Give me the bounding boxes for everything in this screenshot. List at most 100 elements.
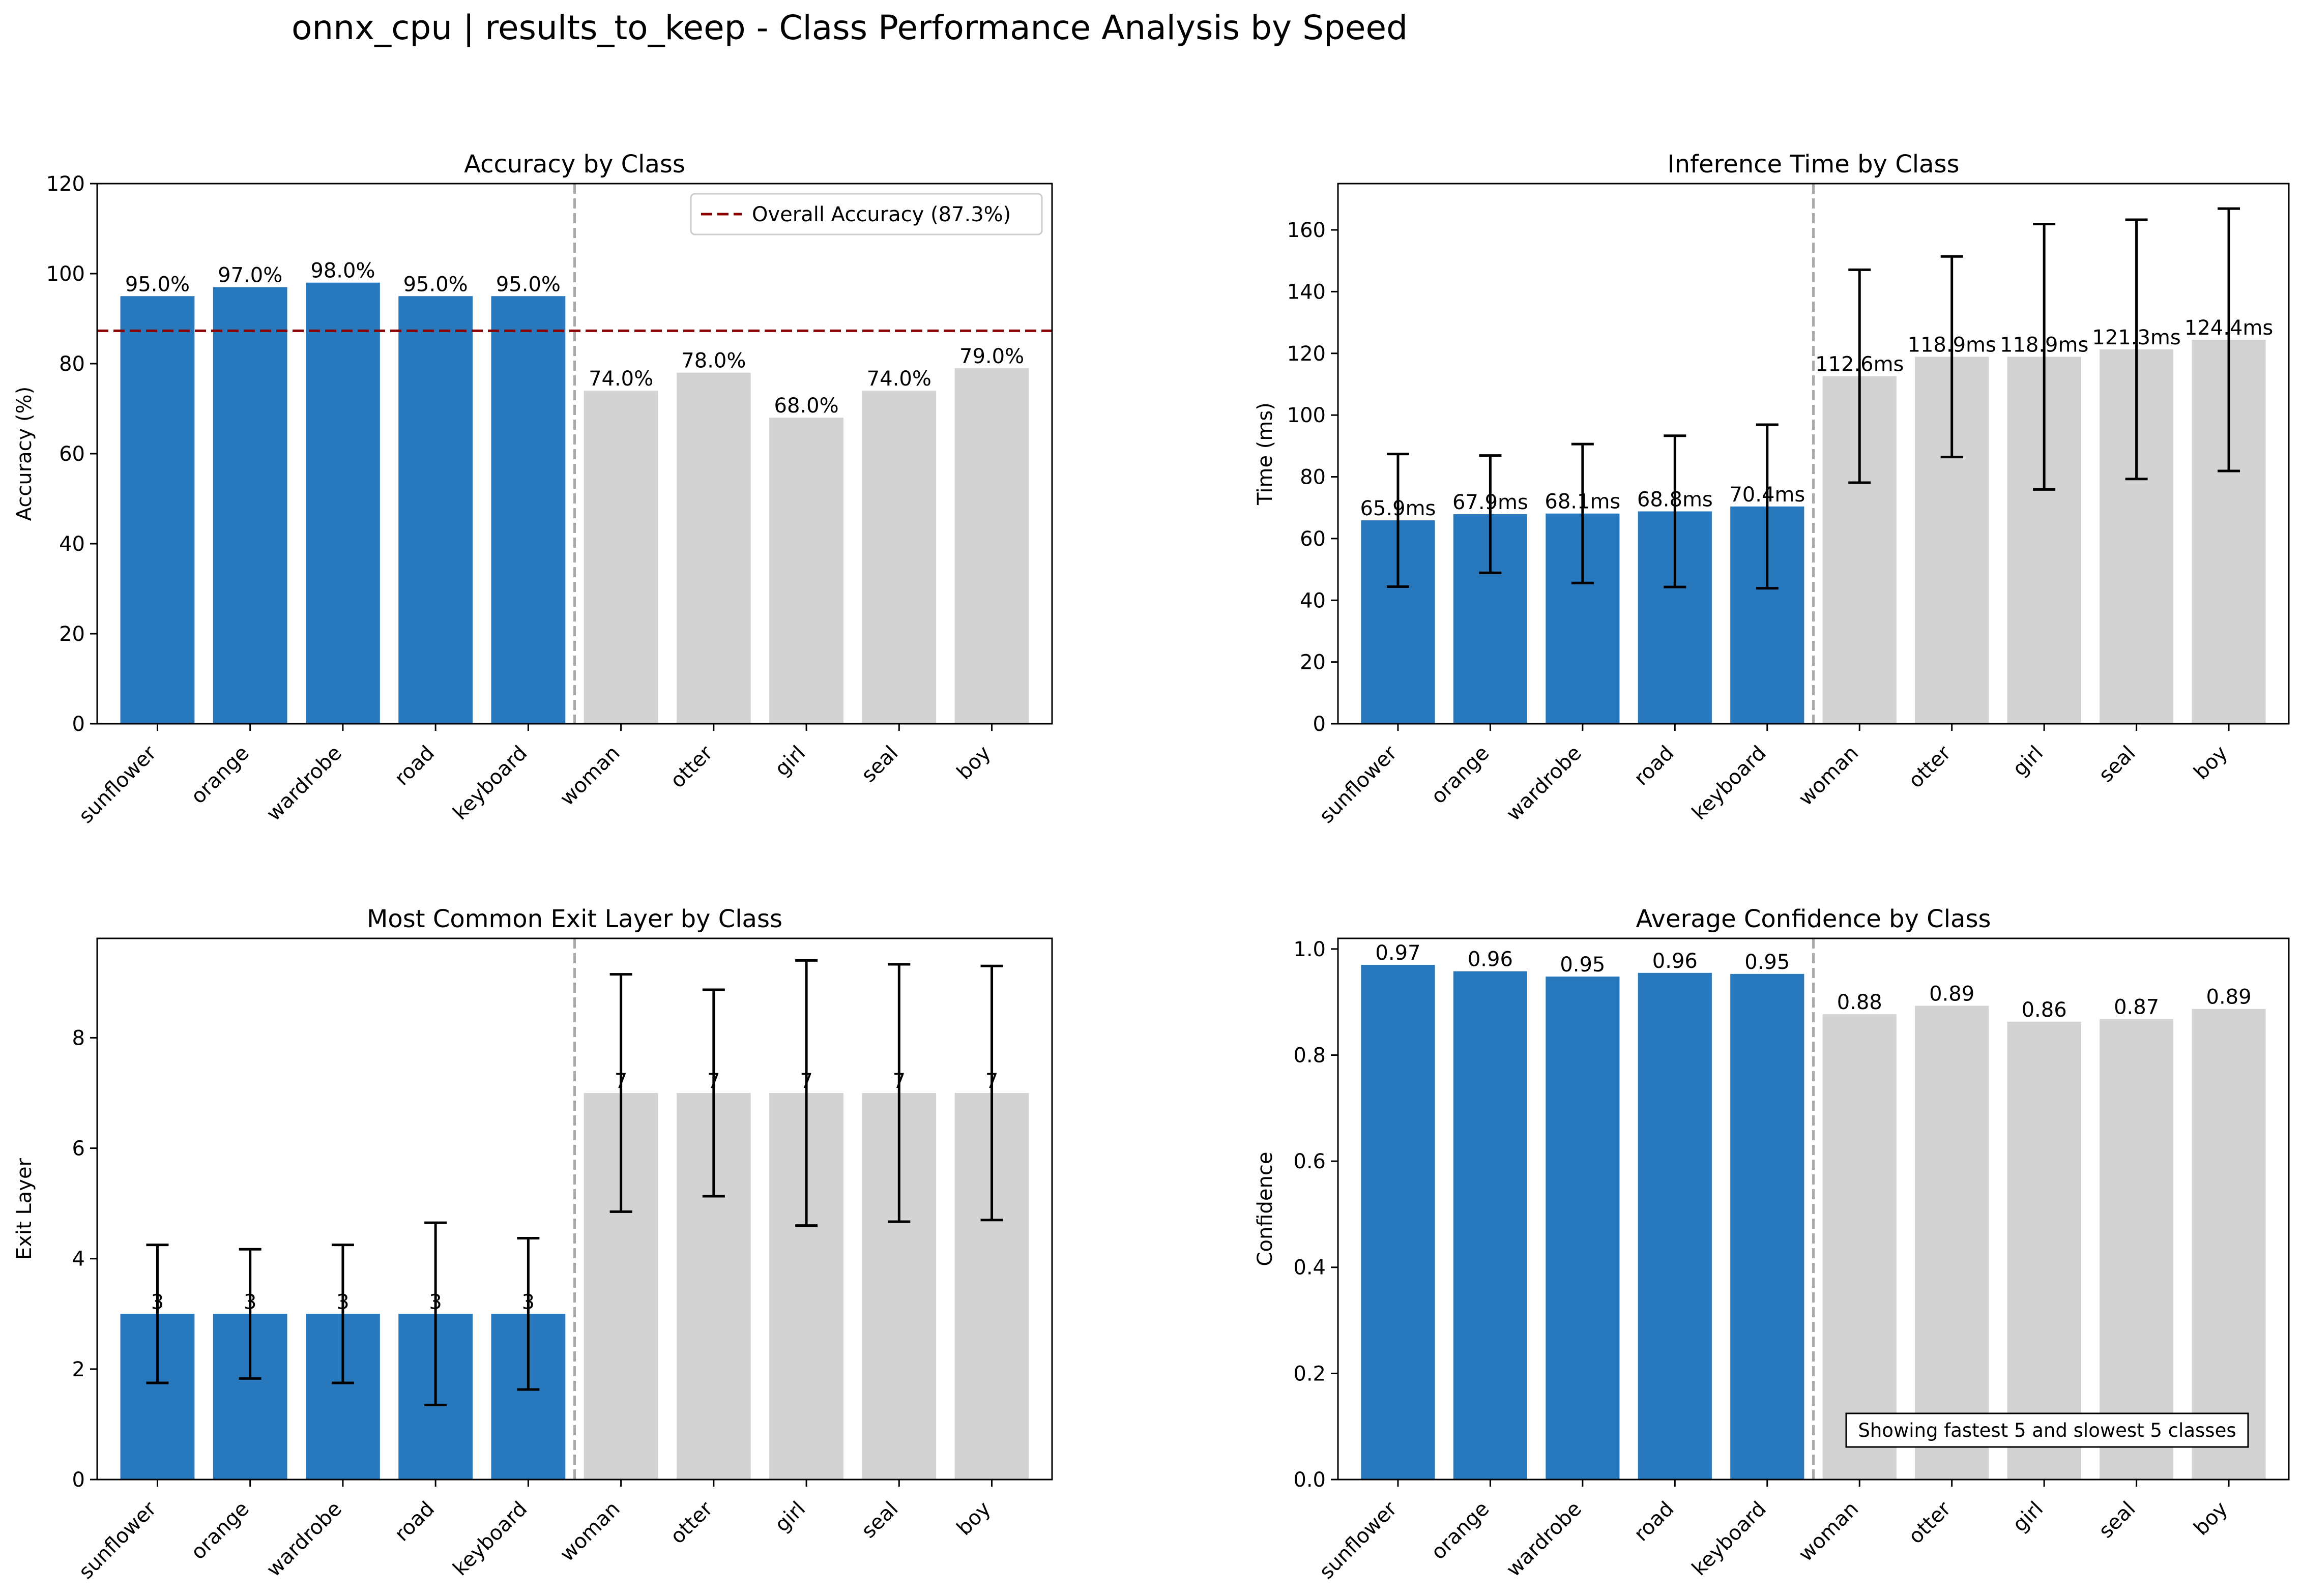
y-tick-label: 60 [59, 442, 85, 466]
legend-entry-overall-accuracy: Overall Accuracy (87.3%) [752, 203, 1011, 226]
legend-box [690, 193, 1043, 235]
confidence-chart-title: Average Confidence by Class [1636, 905, 1991, 933]
value-label-sunflower: 0.97 [1375, 941, 1420, 965]
annotation-text: Showing fastest 5 and slowest 5 classes [1858, 1420, 2236, 1441]
bar-orange [1453, 971, 1527, 1480]
accuracy-y-axis-label: Accuracy (%) [13, 387, 36, 521]
value-label-orange: 67.9ms [1452, 491, 1528, 514]
value-label-road: 68.8ms [1637, 488, 1713, 511]
bar-sunflower [120, 296, 195, 724]
confidence-chart: 0.97 0.96 0.95 0.96 0.95 0.88 0.89 0.86 0.87 0.89… [1254, 905, 2290, 1584]
y-tick-label: 160 [1287, 219, 1326, 242]
bar-orange [213, 287, 287, 724]
value-label-wardrobe: 0.95 [1560, 953, 1605, 977]
value-label-otter: 78.0% [681, 349, 746, 373]
value-label-orange: 0.96 [1468, 948, 1513, 971]
y-tick-label: 6 [72, 1137, 85, 1161]
confidence-y-axis-label: Confidence [1254, 1152, 1277, 1266]
value-label-girl: 7 [800, 1070, 812, 1093]
inference-time-chart-title: Inference Time by Class [1668, 150, 1960, 179]
bar-otter [676, 372, 751, 724]
value-label-orange: 3 [244, 1290, 256, 1314]
y-tick-label: 80 [1300, 466, 1326, 489]
inference-time-chart: 65.9ms 67.9ms 68.1ms 68.8ms 70.4ms112.6ms118… [1254, 150, 2290, 828]
value-label-keyboard: 3 [522, 1290, 535, 1314]
y-tick-label: 40 [59, 533, 85, 556]
annotation-box [1845, 1412, 2249, 1448]
accuracy-chart-title: Accuracy by Class [464, 150, 685, 179]
y-tick-label: 0.4 [1293, 1256, 1326, 1280]
value-label-girl: 0.86 [2022, 998, 2067, 1022]
bar-boy [954, 368, 1029, 724]
value-label-seal: 121.3ms [2092, 326, 2180, 349]
value-label-road: 0.96 [1652, 950, 1698, 973]
value-label-boy: 7 [985, 1070, 998, 1093]
y-tick-label: 0 [72, 1468, 85, 1492]
value-label-sunflower: 65.9ms [1360, 497, 1436, 520]
value-label-boy: 79.0% [959, 345, 1024, 368]
inference-time-y-axis-label: Time (ms) [1254, 402, 1277, 506]
legend: Overall Accuracy (87.3%) [690, 193, 1043, 235]
y-tick-label: 0 [1313, 713, 1326, 736]
value-label-girl: 118.9ms [2000, 333, 2088, 357]
value-label-boy: 124.4ms [2185, 316, 2273, 340]
value-label-road: 3 [429, 1290, 442, 1314]
y-tick-label: 0.0 [1293, 1468, 1326, 1492]
y-tick-label: 8 [72, 1026, 85, 1050]
y-tick-label: 140 [1287, 280, 1326, 304]
bar-girl [769, 418, 843, 724]
bar-otter [1915, 1006, 1989, 1480]
value-label-road: 95.0% [403, 273, 468, 296]
accuracy-chart: 95.0% 97.0% 98.0% 95.0% 95.0% 74.0% 78.0% 68.0%… [13, 150, 1053, 828]
exit-layer-chart-title: Most Common Exit Layer by Class [367, 905, 782, 933]
value-label-boy: 0.89 [2206, 986, 2252, 1009]
value-label-keyboard: 0.95 [1744, 951, 1790, 974]
bar-boy [2192, 1009, 2266, 1480]
value-label-woman: 74.0% [589, 367, 653, 391]
y-tick-label: 100 [46, 262, 85, 286]
y-tick-label: 20 [1300, 651, 1326, 674]
y-tick-label: 0.8 [1293, 1044, 1326, 1067]
value-label-wardrobe: 98.0% [310, 259, 375, 283]
value-label-keyboard: 70.4ms [1729, 483, 1805, 507]
value-label-otter: 0.89 [1929, 982, 1974, 1006]
y-tick-label: 120 [1287, 342, 1326, 366]
y-tick-label: 20 [59, 623, 85, 646]
value-label-otter: 7 [707, 1070, 720, 1093]
y-tick-label: 2 [72, 1358, 85, 1381]
plot-frame [1337, 937, 2290, 1481]
plot-frame [96, 937, 1053, 1481]
value-label-keyboard: 95.0% [496, 273, 561, 296]
bar-seal [862, 391, 937, 724]
bar-woman [1822, 1014, 1897, 1480]
bar-woman [584, 391, 658, 724]
y-tick-label: 80 [59, 352, 85, 376]
y-tick-label: 1.0 [1293, 938, 1326, 961]
y-tick-label: 0.2 [1293, 1362, 1326, 1385]
bar-wardrobe [1546, 977, 1620, 1480]
y-tick-label: 0 [72, 713, 85, 736]
y-tick-label: 60 [1300, 527, 1326, 551]
value-label-seal: 0.87 [2114, 996, 2159, 1019]
value-label-girl: 68.0% [774, 394, 839, 418]
bar-keyboard [491, 296, 566, 724]
y-tick-label: 40 [1300, 589, 1326, 612]
bar-wardrobe [306, 282, 380, 724]
bar-road [398, 296, 473, 724]
y-tick-label: 120 [46, 172, 85, 196]
y-tick-label: 100 [1287, 404, 1326, 427]
plot-frame [1337, 183, 2290, 725]
bar-seal [2100, 1019, 2174, 1480]
value-label-woman: 112.6ms [1815, 353, 1904, 376]
value-label-otter: 118.9ms [1908, 333, 1996, 357]
value-label-woman: 7 [615, 1070, 627, 1093]
value-label-sunflower: 3 [151, 1290, 164, 1314]
bar-road [1638, 972, 1712, 1480]
value-label-wardrobe: 3 [336, 1290, 349, 1314]
y-tick-label: 4 [72, 1248, 85, 1271]
figure-title: onnx_cpu | results_to_keep - Class Perfo… [292, 8, 1408, 47]
bar-sunflower [1361, 965, 1435, 1480]
value-label-woman: 0.88 [1837, 991, 1882, 1014]
value-label-sunflower: 95.0% [125, 273, 190, 296]
exit-layer-y-axis-label: Exit Layer [13, 1158, 36, 1260]
